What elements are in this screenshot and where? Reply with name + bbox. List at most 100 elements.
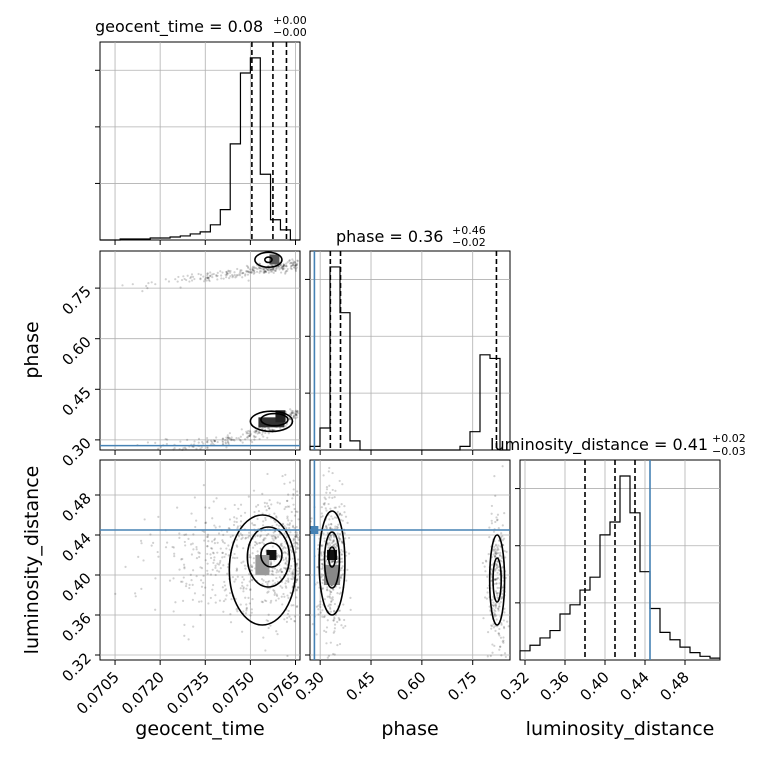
scatter-point xyxy=(238,438,242,441)
scatter-point xyxy=(200,585,204,588)
scatter-point xyxy=(497,607,500,610)
scatter-point xyxy=(285,579,288,582)
scatter-point xyxy=(249,430,252,434)
scatter-point xyxy=(199,614,202,617)
scatter-point xyxy=(215,275,218,278)
scatter-point xyxy=(145,284,148,288)
scatter-point xyxy=(292,262,295,265)
scatter-point xyxy=(250,270,253,273)
scatter-point xyxy=(183,567,186,570)
scatter-point xyxy=(282,592,285,596)
scatter-point xyxy=(294,410,297,413)
scatter-point xyxy=(347,536,351,540)
scatter-point xyxy=(296,510,299,513)
scatter-point xyxy=(296,563,299,566)
scatter-point xyxy=(281,586,284,589)
scatter-point xyxy=(335,563,338,566)
scatter-point xyxy=(293,619,296,623)
scatter-point xyxy=(295,546,298,549)
x-tick-label: 0.0750 xyxy=(208,668,258,718)
scatter-point xyxy=(499,636,503,639)
scatter-point xyxy=(336,510,339,513)
scatter-point xyxy=(211,588,214,591)
panel-phase-distance xyxy=(309,459,511,661)
xlabel-geocent-time: geocent_time xyxy=(135,718,264,740)
scatter-point xyxy=(316,547,320,551)
scatter-point xyxy=(295,605,299,608)
scatter-point xyxy=(338,532,342,536)
scatter-point xyxy=(248,531,251,534)
scatter-point xyxy=(199,579,203,582)
scatter-point xyxy=(282,264,286,267)
scatter-point xyxy=(506,620,509,623)
scatter-point xyxy=(172,610,175,613)
scatter-point xyxy=(265,509,268,512)
scatter-point xyxy=(295,531,298,534)
scatter-point xyxy=(134,595,137,598)
scatter-point xyxy=(191,583,194,587)
scatter-point xyxy=(226,572,229,575)
scatter-point xyxy=(328,466,331,470)
scatter-point xyxy=(245,430,248,433)
scatter-point xyxy=(172,577,175,580)
scatter-point xyxy=(264,649,267,652)
scatter-point xyxy=(500,654,503,657)
scatter-point xyxy=(338,586,341,589)
scatter-point xyxy=(292,414,295,417)
scatter-point xyxy=(284,567,287,570)
scatter-point xyxy=(297,538,300,541)
scatter-point xyxy=(291,411,294,414)
scatter-point xyxy=(168,579,172,582)
scatter-point xyxy=(200,446,203,449)
scatter-point xyxy=(338,609,342,612)
scatter-point xyxy=(121,284,124,287)
scatter-point xyxy=(335,516,338,519)
scatter-point xyxy=(330,523,333,526)
scatter-point xyxy=(295,589,298,592)
scatter-point xyxy=(206,535,209,538)
scatter-point xyxy=(493,545,496,548)
scatter-point xyxy=(339,591,343,594)
scatter-point xyxy=(486,631,490,634)
scatter-point xyxy=(242,587,245,590)
scatter-point xyxy=(221,540,225,543)
scatter-point xyxy=(294,541,297,544)
scatter-point xyxy=(276,555,279,558)
scatter-point xyxy=(333,495,336,499)
scatter-point xyxy=(283,267,286,270)
scatter-point xyxy=(296,541,299,545)
scatter-point xyxy=(297,518,300,521)
scatter-point xyxy=(248,434,251,438)
scatter-point xyxy=(157,447,160,450)
scatter-point xyxy=(490,519,493,522)
scatter-point xyxy=(261,524,265,527)
scatter-point xyxy=(332,540,335,543)
scatter-point xyxy=(207,278,211,282)
histogram-phase xyxy=(309,266,510,451)
scatter-point xyxy=(334,546,337,549)
scatter-point xyxy=(221,551,224,555)
scatter-point xyxy=(494,553,497,556)
scatter-point xyxy=(230,598,233,601)
scatter-point xyxy=(258,266,261,270)
scatter-point xyxy=(262,579,265,582)
scatter-point xyxy=(157,555,160,558)
scatter-point xyxy=(201,440,204,444)
scatter-point xyxy=(292,492,295,496)
scatter-point xyxy=(212,583,215,587)
scatter-point xyxy=(137,555,140,558)
scatter-point xyxy=(235,569,238,572)
scatter-point xyxy=(500,596,504,599)
scatter-point xyxy=(192,533,195,536)
scatter-point xyxy=(297,567,300,570)
scatter-point xyxy=(282,268,285,271)
scatter-point xyxy=(245,264,248,267)
scatter-point xyxy=(337,523,340,526)
scatter-point xyxy=(188,583,191,586)
scatter-point xyxy=(326,543,330,547)
scatter-point xyxy=(274,599,278,602)
scatter-point xyxy=(325,642,328,645)
scatter-point xyxy=(199,277,202,280)
scatter-point xyxy=(275,267,278,270)
scatter-point xyxy=(296,579,299,582)
